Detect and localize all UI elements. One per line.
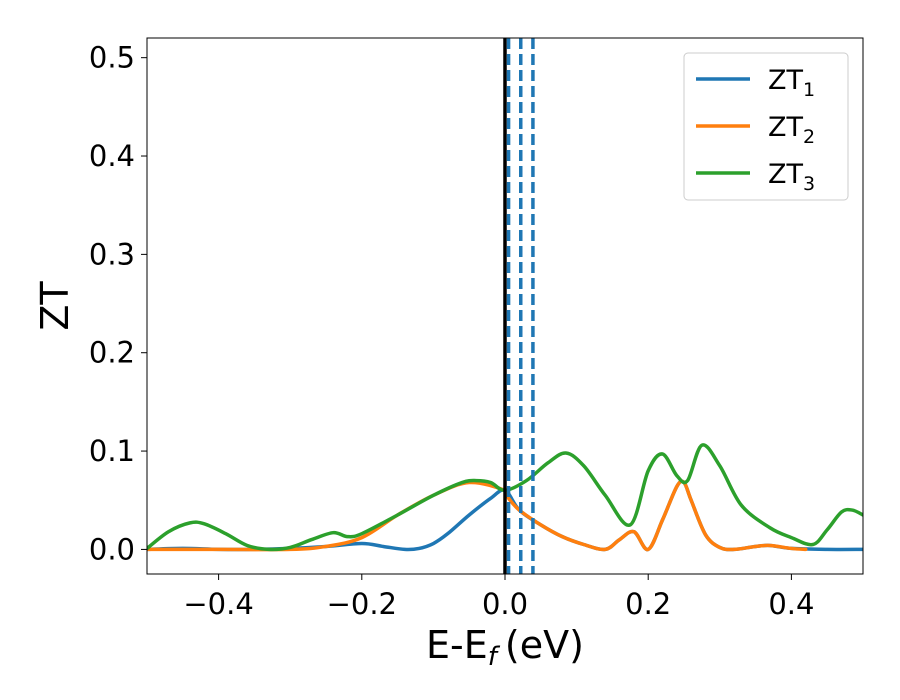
y-tick-label: 0.0 <box>89 532 135 566</box>
y-tick-label: 0.4 <box>89 139 135 173</box>
series-line-zt2 <box>147 479 808 552</box>
y-tick-label: 0.5 <box>89 41 135 75</box>
legend-label-zt3: ZT3 <box>768 159 815 195</box>
y-axis-label: ZT <box>33 281 77 331</box>
x-tick-label: 0.0 <box>482 587 528 621</box>
legend: ZT1 ZT2 ZT3 <box>683 52 849 201</box>
x-axis: −0.4 −0.2 0.0 0.2 0.4 <box>183 574 814 621</box>
x-tick-label: −0.2 <box>327 587 397 621</box>
y-tick-label: 0.1 <box>89 434 135 468</box>
legend-box <box>683 52 849 201</box>
y-tick-label: 0.2 <box>89 336 135 370</box>
x-tick-label: −0.4 <box>183 587 253 621</box>
y-axis: 0.0 0.1 0.2 0.3 0.4 0.5 <box>89 41 147 566</box>
legend-label-zt1: ZT1 <box>768 65 815 101</box>
series-line-zt3 <box>147 443 863 552</box>
x-axis-label: E-Ef (eV) <box>426 623 584 672</box>
x-tick-label: 0.2 <box>625 587 671 621</box>
plot-area <box>147 38 863 574</box>
y-tick-label: 0.3 <box>89 237 135 271</box>
x-tick-label: 0.4 <box>768 587 814 621</box>
legend-label-zt2: ZT2 <box>768 112 815 148</box>
